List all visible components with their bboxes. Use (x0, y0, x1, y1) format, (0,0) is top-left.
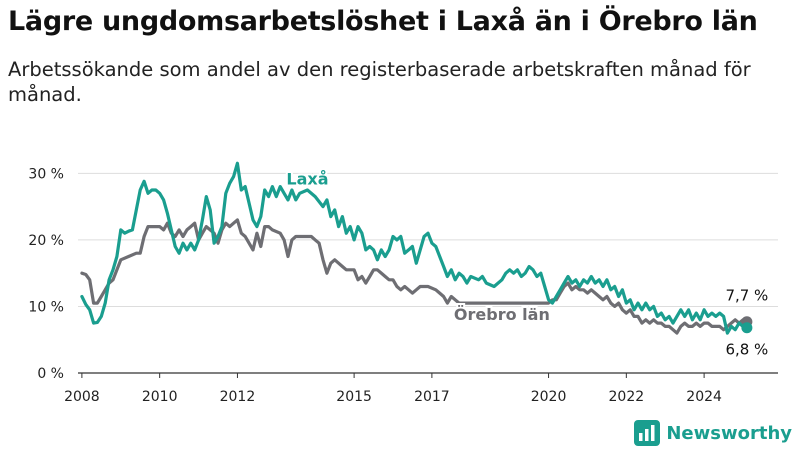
x-tick-label: 2024 (686, 389, 722, 405)
chart-subtitle: Arbetssökande som andel av den registerb… (8, 58, 751, 106)
y-tick-label: 10 % (28, 299, 64, 315)
brand-name: Newsworthy (666, 422, 792, 444)
end-label-laxa: 6,8 % (725, 341, 768, 359)
series-line-orebro (80, 218, 749, 335)
x-tick-label: 2010 (142, 389, 178, 405)
series-label-laxa: Laxå (286, 170, 328, 189)
y-tick-label: 0 % (37, 366, 64, 382)
y-tick-label: 30 % (28, 166, 64, 182)
x-tick-label: 2015 (336, 389, 372, 405)
end-label-orebro: 7,7 % (725, 287, 768, 305)
end-point-laxa (741, 322, 753, 334)
x-tick-label: 2012 (220, 389, 256, 405)
series-line-laxa (80, 161, 749, 335)
x-tick-label: 2017 (414, 389, 450, 405)
y-tick-label: 20 % (28, 233, 64, 249)
series-label-orebro: Örebro län (454, 305, 550, 324)
x-tick-label: 2022 (609, 389, 645, 405)
brand-logo: Newsworthy (634, 420, 792, 446)
chart-title: Lägre ungdomsarbetslöshet i Laxå än i Ör… (8, 6, 758, 37)
bar-chart-icon (634, 420, 661, 446)
x-tick-label: 2008 (64, 389, 100, 405)
x-tick-label: 2020 (531, 389, 567, 405)
